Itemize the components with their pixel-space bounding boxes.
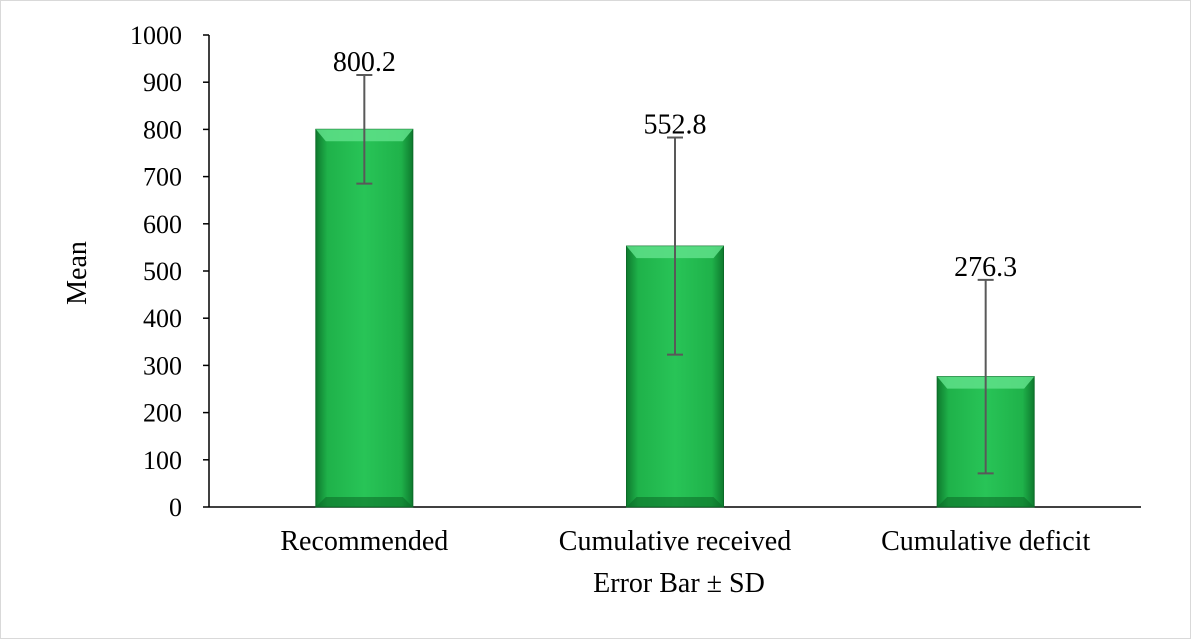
y-tick-label: 700 — [143, 163, 182, 192]
data-label: 552.8 — [644, 110, 707, 141]
y-tick-label: 800 — [143, 115, 182, 144]
y-tick-label: 300 — [143, 351, 182, 380]
y-tick-label: 200 — [143, 399, 182, 428]
y-tick-label: 600 — [143, 210, 182, 239]
x-axis-title: Error Bar ± SD — [593, 568, 765, 599]
y-tick-label: 400 — [143, 304, 182, 333]
bar-bevel-bottom — [937, 497, 1035, 507]
y-tick-label: 1000 — [130, 21, 182, 50]
y-axis-title: Mean — [62, 241, 93, 305]
y-tick-label: 500 — [143, 257, 182, 286]
bar — [315, 128, 414, 508]
bar-bevel-bottom — [626, 497, 724, 507]
data-label: 800.2 — [333, 47, 396, 78]
y-tick-label: 100 — [143, 446, 182, 475]
x-tick-label: Cumulative deficit — [881, 526, 1090, 557]
bar-bevel-bottom — [315, 497, 413, 507]
y-tick-label: 0 — [169, 493, 182, 522]
x-tick-label: Recommended — [280, 526, 448, 557]
plot-area: 0 100 200 300 400 500 600 700 800 900 1000 800.2 Rec… — [130, 21, 1141, 557]
x-tick-label: Cumulative received — [559, 526, 791, 557]
data-label: 276.3 — [954, 252, 1017, 283]
y-tick-label: 900 — [143, 68, 182, 97]
